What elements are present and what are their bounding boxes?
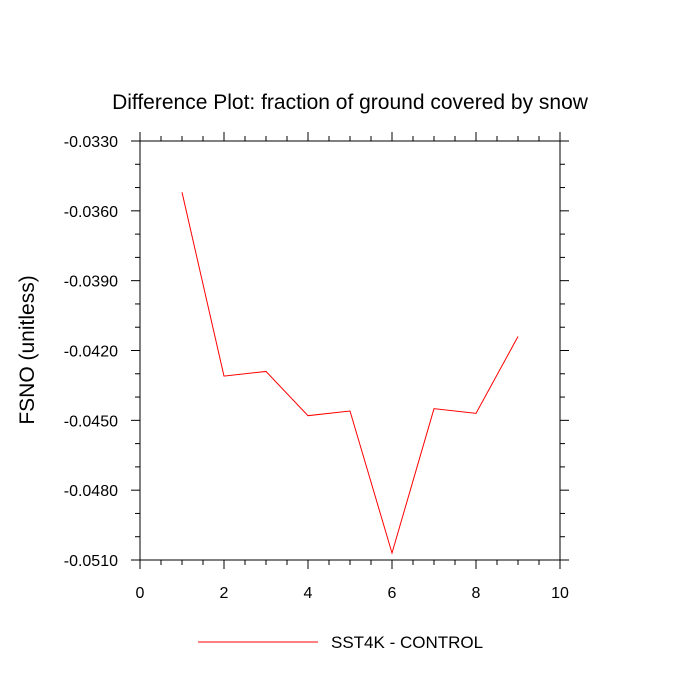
data-point: [223, 375, 226, 378]
chart-title: Difference Plot: fraction of ground cove…: [112, 91, 589, 114]
data-point: [349, 410, 352, 413]
x-tick-label: 2: [220, 585, 229, 602]
y-tick-label: -0.0510: [64, 553, 118, 570]
data-point: [433, 407, 436, 410]
y-tick-label: -0.0420: [64, 344, 118, 361]
data-point: [181, 191, 184, 194]
x-tick-label: 6: [388, 585, 397, 602]
y-tick-label: -0.0330: [64, 134, 118, 151]
x-tick-label: 10: [551, 585, 569, 602]
data-point: [475, 412, 478, 415]
legend: SST4K - CONTROL: [198, 633, 483, 652]
y-tick-label: -0.0390: [64, 274, 118, 291]
axis-ticks: 0 2 4 6 8 10 -0.0510 -0.0480 -0.0450 -0.0420 -0.03…: [64, 132, 569, 602]
y-tick-label: -0.0450: [64, 413, 118, 430]
y-tick-label: -0.0480: [64, 483, 118, 500]
series-line-sst4k-control: [181, 192, 519, 555]
series-layer: [181, 191, 520, 555]
x-tick-label: 4: [304, 585, 313, 602]
legend-label-sst4k-control: SST4K - CONTROL: [331, 633, 483, 652]
data-point: [265, 370, 268, 373]
x-tick-label: 8: [472, 585, 481, 602]
data-point: [307, 414, 310, 417]
y-tick-label: -0.0360: [64, 204, 118, 221]
y-axis-label: FSNO (unitless): [16, 275, 39, 424]
x-tick-label: 0: [136, 585, 145, 602]
plot-area-frame: [139, 140, 561, 561]
data-point: [391, 552, 394, 555]
data-point: [517, 335, 520, 338]
